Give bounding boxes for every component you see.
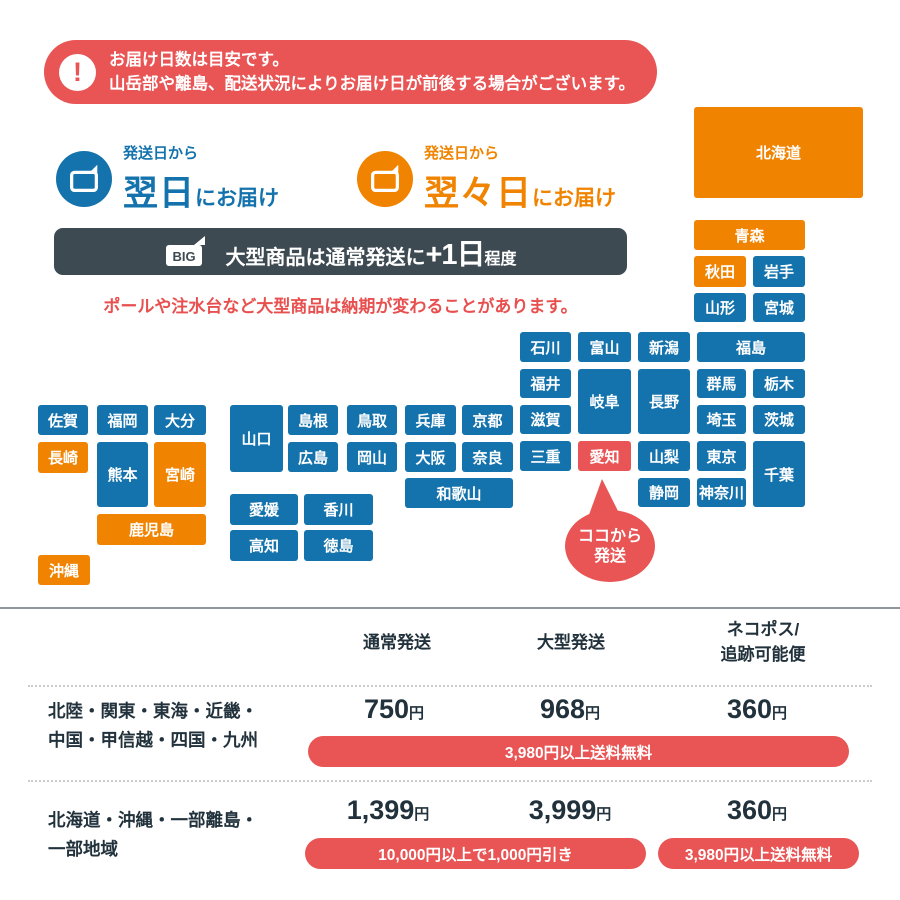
prefecture-block: 熊本 xyxy=(97,442,148,507)
column-header-large: 大型発送 xyxy=(537,633,605,652)
prefecture-block: 佐賀 xyxy=(38,405,88,435)
prefecture-block: 石川 xyxy=(520,332,571,362)
prefecture-block: 静岡 xyxy=(638,478,690,507)
exclamation-icon: ! xyxy=(59,53,96,91)
next-day-big-label: 翌日 xyxy=(123,174,196,213)
prefecture-block: 鹿児島 xyxy=(97,514,206,545)
price-row1-normal: 750円 xyxy=(363,694,425,724)
package-icon xyxy=(357,151,413,207)
prefecture-block: 群馬 xyxy=(697,369,746,398)
prefecture-block: 愛知 xyxy=(578,441,631,471)
prefecture-block: 徳島 xyxy=(304,530,373,561)
next-day-small-label: 発送日から xyxy=(123,145,199,162)
prefecture-block: 香川 xyxy=(304,494,373,525)
prefecture-block: 愛媛 xyxy=(230,494,298,525)
prefecture-block: 奈良 xyxy=(462,442,513,472)
prefecture-block: 千葉 xyxy=(753,441,805,507)
prefecture-block: 福岡 xyxy=(97,405,148,435)
prefecture-block: 茨城 xyxy=(753,405,805,434)
column-header-nekopos: ネコポス/ 追跡可能便 xyxy=(720,620,806,664)
prefecture-block: 三重 xyxy=(520,441,571,471)
big-item-banner: BIG 大型商品は通常発送に+1日程度 xyxy=(54,228,627,275)
prefecture-block: 鳥取 xyxy=(347,405,397,435)
large-item-note: ポールや注水台など大型商品は納期が変わることがあります。 xyxy=(103,297,578,316)
prefecture-block: 宮崎 xyxy=(154,442,206,507)
prefecture-block: 埼玉 xyxy=(697,405,746,434)
prefecture-block: 福島 xyxy=(697,332,805,362)
price-row2-normal: 1,399円 xyxy=(346,795,430,825)
prefecture-block: 大分 xyxy=(154,405,206,435)
two-day-suffix: にお届け xyxy=(532,187,617,210)
prefecture-block: 岩手 xyxy=(753,256,805,287)
region-label-row1: 北陸・関東・東海・近畿・ 中国・甲信越・四国・九州 xyxy=(48,701,258,750)
prefecture-block: 新潟 xyxy=(638,332,690,362)
price-row2-nekopos: 360円 xyxy=(726,795,788,825)
prefecture-block: 山形 xyxy=(694,293,746,322)
next-day-delivery: 発送日から 翌日にお届け xyxy=(56,142,279,216)
prefecture-block: 北海道 xyxy=(694,107,863,198)
notice-text: お届け日数は目安です。 山岳部や離島、配送状況によりお届け日が前後する場合がござ… xyxy=(109,48,635,96)
prefecture-block: 神奈川 xyxy=(697,478,746,507)
ship-from-bubble-text: ココから 発送 xyxy=(565,527,655,567)
prefecture-block: 広島 xyxy=(288,442,338,472)
prefecture-block: 大阪 xyxy=(405,442,456,472)
price-row1-large: 968円 xyxy=(539,694,601,724)
prefecture-block: 東京 xyxy=(697,441,746,471)
price-row2-large: 3,999円 xyxy=(528,795,612,825)
prefecture-block: 山梨 xyxy=(638,441,690,471)
free-shipping-pill-row2: 3,980円以上送料無料 xyxy=(658,838,859,869)
package-icon xyxy=(56,151,112,207)
big-box-icon: BIG xyxy=(166,235,206,266)
prefecture-block: 栃木 xyxy=(753,369,805,398)
table-top-divider xyxy=(0,607,900,609)
prefecture-block: 宮城 xyxy=(753,293,805,322)
prefecture-block: 富山 xyxy=(578,332,631,362)
delivery-notice-banner: ! お届け日数は目安です。 山岳部や離島、配送状況によりお届け日が前後する場合が… xyxy=(44,40,657,104)
prefecture-block: 長崎 xyxy=(38,442,88,473)
discount-pill-row2: 10,000円以上で1,000円引き xyxy=(305,838,646,869)
prefecture-block: 京都 xyxy=(462,405,513,435)
ship-from-bubble xyxy=(565,479,655,582)
next-day-suffix: にお届け xyxy=(195,187,280,210)
region-label-row2: 北海道・沖縄・一部離島・ 一部地域 xyxy=(48,810,258,859)
price-row1-nekopos: 360円 xyxy=(726,694,788,724)
svg-text:BIG: BIG xyxy=(173,249,196,264)
prefecture-block: 兵庫 xyxy=(405,405,456,435)
two-day-big-label: 翌々日 xyxy=(424,174,533,213)
prefecture-block: 高知 xyxy=(230,530,298,561)
prefecture-block: 長野 xyxy=(638,369,690,434)
prefecture-block: 秋田 xyxy=(694,256,746,287)
prefecture-block: 青森 xyxy=(694,220,805,250)
bubble-line2: 発送 xyxy=(593,548,626,565)
row-divider-dotted xyxy=(28,780,872,782)
column-header-normal: 通常発送 xyxy=(363,633,431,652)
japan-map: 北海道 青森 秋田 岩手 山形 宮城 石川 富山 新潟 福島 福井 岐阜 長野 群馬 栃木 滋賀 埼玉 茨城 三重愛… xyxy=(38,107,863,585)
prefecture-block: 滋賀 xyxy=(520,405,571,434)
notice-line1: お届け日数は目安です。 xyxy=(109,51,289,69)
prefecture-block: 福井 xyxy=(520,369,571,398)
free-shipping-pill-row1: 3,980円以上送料無料 xyxy=(308,736,849,767)
big-banner-suffix: 程度 xyxy=(484,250,517,268)
prefecture-block: 沖縄 xyxy=(38,555,90,585)
prefecture-block: 岐阜 xyxy=(578,369,631,434)
prefecture-block: 岡山 xyxy=(347,442,397,472)
big-banner-prefix: 大型商品は通常発送に xyxy=(225,246,426,269)
notice-line2: 山岳部や離島、配送状況によりお届け日が前後する場合がございます。 xyxy=(109,75,636,93)
row-divider-dotted xyxy=(28,685,872,687)
prefecture-block: 山口 xyxy=(230,405,283,472)
bubble-line1: ココから xyxy=(577,528,642,545)
two-day-delivery: 発送日から 翌々日にお届け xyxy=(357,142,616,216)
two-day-small-label: 発送日から xyxy=(424,145,500,162)
prefecture-block: 島根 xyxy=(288,405,338,435)
prefecture-block: 和歌山 xyxy=(405,478,513,508)
big-banner-plus: +1日 xyxy=(425,238,485,271)
